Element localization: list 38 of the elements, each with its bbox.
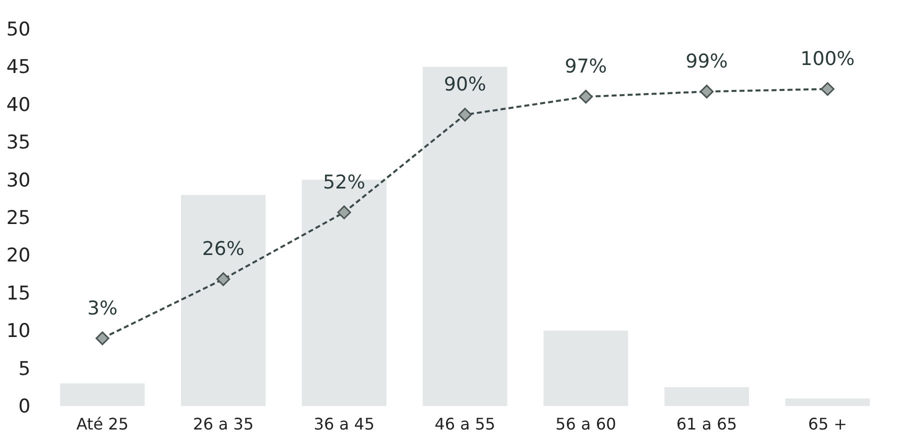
y-tick-label: 40 <box>6 94 30 116</box>
data-label: 100% <box>800 48 855 70</box>
point <box>337 205 352 220</box>
bar <box>422 66 508 406</box>
data-label: 3% <box>87 297 118 320</box>
point <box>216 272 230 286</box>
x-tick-label: 56 a 60 <box>556 414 616 434</box>
y-tick-label: 0 <box>18 396 30 418</box>
point <box>96 331 110 346</box>
point <box>700 84 714 98</box>
y-tick-label: 20 <box>6 244 30 267</box>
x-tick-label: 26 a 35 <box>192 414 254 434</box>
point <box>578 90 593 104</box>
bar <box>544 330 628 406</box>
x-tick-label: 61 a 65 <box>676 414 738 434</box>
y-tick-label: 45 <box>6 56 30 78</box>
x-tick-label: 65 + <box>808 414 847 434</box>
y-tick-label: 5 <box>18 358 30 380</box>
data-label: 99% <box>686 50 728 73</box>
y-tick-label: 10 <box>6 320 30 342</box>
bar <box>60 383 145 406</box>
y-tick-label: 30 <box>6 169 30 192</box>
point <box>458 108 472 122</box>
y-tick-label: 35 <box>6 132 30 154</box>
x-tick-label: 46 a 55 <box>434 414 496 434</box>
data-label: 97% <box>564 56 607 78</box>
data-label: 52% <box>323 171 366 194</box>
bar <box>180 194 266 406</box>
y-tick-label: 25 <box>6 207 30 229</box>
point <box>820 82 834 96</box>
data-label: 90% <box>444 74 486 96</box>
x-tick-label: 36 a 45 <box>314 414 374 434</box>
y-tick-label: 50 <box>6 18 30 40</box>
data-label: 26% <box>202 238 244 260</box>
y-tick-label: 15 <box>6 282 30 304</box>
bar <box>785 398 870 406</box>
x-tick-label: Até 25 <box>76 414 129 434</box>
bar <box>664 387 750 406</box>
